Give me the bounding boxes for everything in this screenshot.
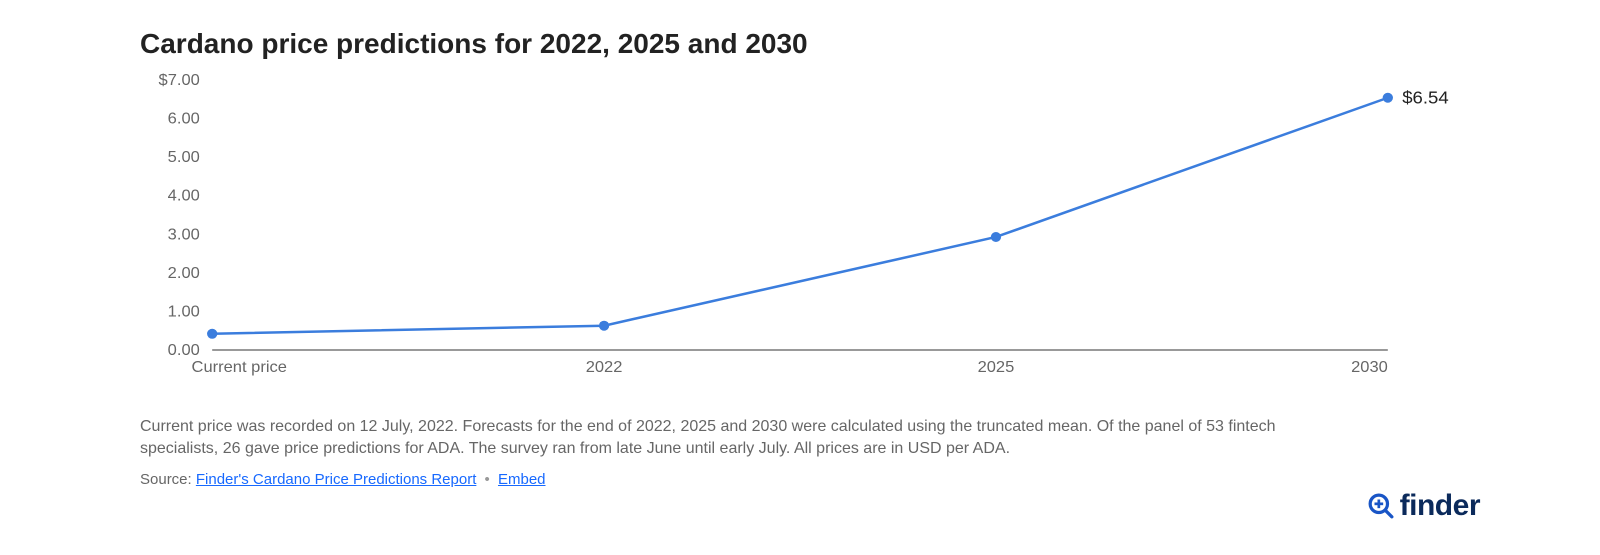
data-line	[212, 98, 1388, 334]
end-value-label: $6.54	[1402, 87, 1448, 108]
data-point	[207, 329, 217, 339]
y-tick-label: 1.00	[168, 303, 200, 321]
brand-name: finder	[1400, 489, 1480, 523]
y-tick-label: 6.00	[168, 110, 200, 128]
data-point	[1383, 93, 1393, 103]
brand-logo: finder	[1368, 489, 1480, 523]
price-line-chart: $7.00 0.00 1.00 2.00 3.00 4.00 5.00 6.00 Current…	[140, 70, 1460, 390]
x-tick-label: Current price	[192, 358, 287, 376]
chart-title: Cardano price predictions for 2022, 2025…	[140, 28, 1460, 60]
y-tick-label: 3.00	[168, 226, 200, 244]
source-link-report[interactable]: Finder's Cardano Price Predictions Repor…	[196, 471, 477, 488]
x-tick-label: 2025	[978, 358, 1015, 376]
y-tick-label: 2.00	[168, 264, 200, 282]
source-line: Source: Finder's Cardano Price Predictio…	[140, 471, 1460, 488]
y-tick-label: $7.00	[159, 71, 200, 89]
source-separator: •	[485, 471, 490, 488]
y-tick-label: 5.00	[168, 148, 200, 166]
data-point	[599, 321, 609, 331]
source-prefix: Source:	[140, 471, 196, 488]
magnifier-icon	[1368, 493, 1394, 519]
chart-footnote: Current price was recorded on 12 July, 2…	[140, 416, 1340, 461]
x-tick-label: 2022	[586, 358, 623, 376]
source-link-embed[interactable]: Embed	[498, 471, 546, 488]
y-tick-label: 0.00	[168, 341, 200, 359]
x-tick-label: 2030	[1351, 358, 1388, 376]
y-tick-label: 4.00	[168, 187, 200, 205]
data-point	[991, 232, 1001, 242]
